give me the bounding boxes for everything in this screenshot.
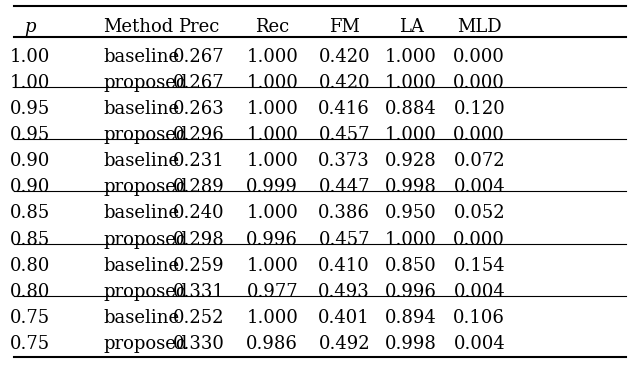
Text: 0.90: 0.90 xyxy=(10,178,51,196)
Text: 0.80: 0.80 xyxy=(10,283,51,301)
Text: 0.999: 0.999 xyxy=(246,178,298,196)
Text: 0.928: 0.928 xyxy=(385,152,437,170)
Text: 0.457: 0.457 xyxy=(319,126,370,144)
Text: p: p xyxy=(24,18,36,36)
Text: 0.106: 0.106 xyxy=(453,309,505,327)
Text: proposed: proposed xyxy=(103,126,188,144)
Text: 0.120: 0.120 xyxy=(453,100,505,118)
Text: baseline: baseline xyxy=(103,205,179,222)
Text: 0.493: 0.493 xyxy=(318,283,370,301)
Text: 0.75: 0.75 xyxy=(10,335,50,353)
Text: baseline: baseline xyxy=(103,309,179,327)
Text: 0.998: 0.998 xyxy=(385,178,437,196)
Text: 0.004: 0.004 xyxy=(453,335,505,353)
Text: 0.447: 0.447 xyxy=(319,178,370,196)
Text: proposed: proposed xyxy=(103,283,188,301)
Text: 0.263: 0.263 xyxy=(173,100,225,118)
Text: FM: FM xyxy=(329,18,360,36)
Text: 0.072: 0.072 xyxy=(454,152,505,170)
Text: 0.986: 0.986 xyxy=(246,335,298,353)
Text: 0.298: 0.298 xyxy=(173,231,225,249)
Text: 0.331: 0.331 xyxy=(173,283,225,301)
Text: proposed: proposed xyxy=(103,74,188,92)
Text: 0.75: 0.75 xyxy=(10,309,50,327)
Text: 1.000: 1.000 xyxy=(246,309,298,327)
Text: LA: LA xyxy=(399,18,424,36)
Text: 1.000: 1.000 xyxy=(246,205,298,222)
Text: 0.977: 0.977 xyxy=(246,283,298,301)
Text: 0.457: 0.457 xyxy=(319,231,370,249)
Text: 0.410: 0.410 xyxy=(318,257,370,275)
Text: 0.386: 0.386 xyxy=(318,205,370,222)
Text: 0.267: 0.267 xyxy=(173,74,225,92)
Text: baseline: baseline xyxy=(103,152,179,170)
Text: baseline: baseline xyxy=(103,257,179,275)
Text: 0.996: 0.996 xyxy=(246,231,298,249)
Text: 0.330: 0.330 xyxy=(173,335,225,353)
Text: 0.894: 0.894 xyxy=(385,309,437,327)
Text: baseline: baseline xyxy=(103,48,179,66)
Text: 0.052: 0.052 xyxy=(454,205,505,222)
Text: 0.296: 0.296 xyxy=(173,126,225,144)
Text: proposed: proposed xyxy=(103,231,188,249)
Text: 0.95: 0.95 xyxy=(10,100,50,118)
Text: 0.000: 0.000 xyxy=(453,74,505,92)
Text: 0.373: 0.373 xyxy=(318,152,370,170)
Text: 0.420: 0.420 xyxy=(319,48,370,66)
Text: 1.000: 1.000 xyxy=(246,152,298,170)
Text: 0.401: 0.401 xyxy=(318,309,370,327)
Text: 0.004: 0.004 xyxy=(453,283,505,301)
Text: 1.000: 1.000 xyxy=(246,126,298,144)
Text: 1.00: 1.00 xyxy=(10,74,51,92)
Text: 1.000: 1.000 xyxy=(246,74,298,92)
Text: 0.240: 0.240 xyxy=(173,205,225,222)
Text: 0.252: 0.252 xyxy=(173,309,225,327)
Text: 0.000: 0.000 xyxy=(453,48,505,66)
Text: 0.154: 0.154 xyxy=(454,257,505,275)
Text: 0.884: 0.884 xyxy=(385,100,437,118)
Text: MLD: MLD xyxy=(457,18,502,36)
Text: 0.420: 0.420 xyxy=(319,74,370,92)
Text: 0.492: 0.492 xyxy=(319,335,370,353)
Text: 1.000: 1.000 xyxy=(246,48,298,66)
Text: Rec: Rec xyxy=(255,18,289,36)
Text: 1.000: 1.000 xyxy=(246,257,298,275)
Text: 0.000: 0.000 xyxy=(453,231,505,249)
Text: 0.996: 0.996 xyxy=(385,283,437,301)
Text: Method: Method xyxy=(103,18,173,36)
Text: 0.289: 0.289 xyxy=(173,178,225,196)
Text: 1.000: 1.000 xyxy=(246,100,298,118)
Text: 0.90: 0.90 xyxy=(10,152,51,170)
Text: 1.000: 1.000 xyxy=(385,231,437,249)
Text: 0.416: 0.416 xyxy=(318,100,370,118)
Text: 0.004: 0.004 xyxy=(453,178,505,196)
Text: proposed: proposed xyxy=(103,178,188,196)
Text: 0.998: 0.998 xyxy=(385,335,437,353)
Text: 0.80: 0.80 xyxy=(10,257,51,275)
Text: proposed: proposed xyxy=(103,335,188,353)
Text: 0.267: 0.267 xyxy=(173,48,225,66)
Text: 1.00: 1.00 xyxy=(10,48,51,66)
Text: 0.95: 0.95 xyxy=(10,126,50,144)
Text: baseline: baseline xyxy=(103,100,179,118)
Text: 0.950: 0.950 xyxy=(385,205,437,222)
Text: 0.850: 0.850 xyxy=(385,257,437,275)
Text: 0.85: 0.85 xyxy=(10,205,50,222)
Text: 0.259: 0.259 xyxy=(173,257,225,275)
Text: 1.000: 1.000 xyxy=(385,48,437,66)
Text: 0.000: 0.000 xyxy=(453,126,505,144)
Text: 0.231: 0.231 xyxy=(173,152,225,170)
Text: 1.000: 1.000 xyxy=(385,126,437,144)
Text: 1.000: 1.000 xyxy=(385,74,437,92)
Text: 0.85: 0.85 xyxy=(10,231,50,249)
Text: Prec: Prec xyxy=(179,18,220,36)
